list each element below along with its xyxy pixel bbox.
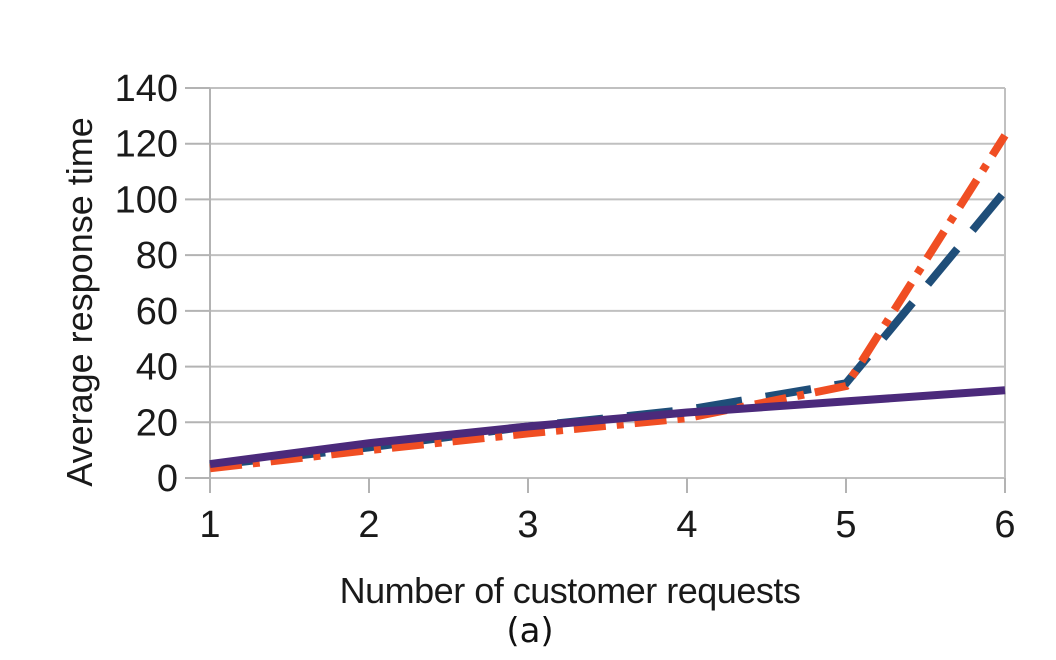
x-tick-label-5: 5 <box>835 504 856 546</box>
y-tick-label-100: 100 <box>115 179 178 221</box>
orange-dash-dot-line <box>209 133 1009 473</box>
y-tick-label-120: 120 <box>115 124 178 166</box>
x-tick-label-4: 4 <box>676 504 697 546</box>
y-tick-label-80: 80 <box>136 235 178 277</box>
x-tick-label-3: 3 <box>517 504 538 546</box>
y-tick-label-0: 0 <box>157 458 178 500</box>
blue-dashed-line <box>209 188 1009 470</box>
y-tick-label-60: 60 <box>136 291 178 333</box>
y-tick-label-40: 40 <box>136 347 178 389</box>
figure-caption: (a) <box>506 611 554 651</box>
x-tick-label-2: 2 <box>358 504 379 546</box>
x-tick-label-6: 6 <box>994 504 1015 546</box>
x-tick-label-1: 1 <box>199 504 220 546</box>
x-axis-title: Number of customer requests <box>339 570 801 611</box>
purple-solid-line <box>209 386 1006 469</box>
y-tick-label-140: 140 <box>115 68 178 110</box>
y-tick-label-20: 20 <box>136 402 178 444</box>
